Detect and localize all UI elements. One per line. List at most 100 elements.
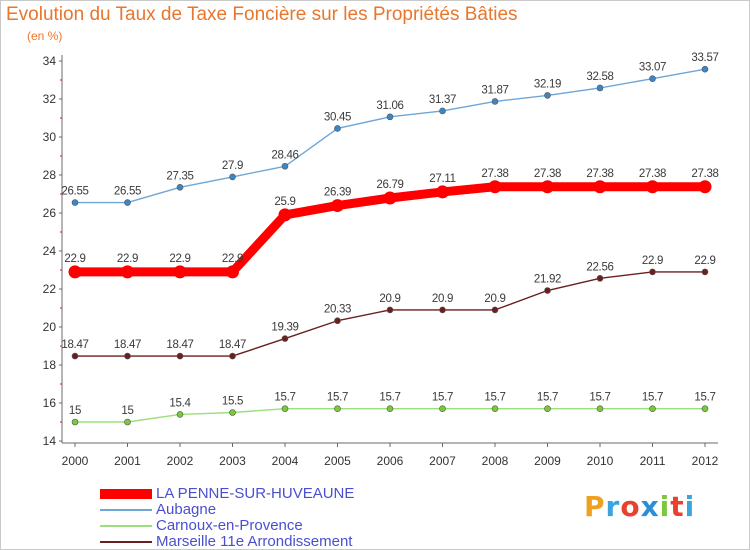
data-point-carnoux-en-provence [71, 418, 79, 426]
data-label-marseille-11e-arrondissement: 18.47 [219, 339, 246, 351]
data-label-aubagne: 27.35 [166, 170, 193, 182]
data-label-marseille-11e-arrondissement: 21.92 [534, 274, 561, 286]
data-label-la-penne-sur-huveaune: 27.38 [481, 168, 508, 180]
x-tick-label: 2007 [429, 454, 456, 468]
data-point-carnoux-en-provence [386, 405, 394, 413]
y-tick-label: 32 [43, 92, 57, 106]
data-label-aubagne: 30.45 [324, 111, 351, 123]
x-tick-label: 2000 [62, 454, 89, 468]
data-point-carnoux-en-provence [334, 405, 341, 413]
data-label-marseille-11e-arrondissement: 20.33 [324, 304, 351, 316]
brand-letter: t [670, 490, 685, 523]
data-label-la-penne-sur-huveaune: 27.38 [534, 168, 561, 180]
x-tick-label: 2006 [377, 454, 404, 468]
legend-swatch-aubagne [100, 509, 152, 511]
data-label-la-penne-sur-huveaune: 25.9 [274, 196, 295, 208]
data-label-marseille-11e-arrondissement: 22.56 [586, 261, 613, 273]
data-point-carnoux-en-provence [544, 405, 551, 413]
data-point-la-penne-sur-huveaune [541, 180, 554, 194]
data-label-la-penne-sur-huveaune: 22.9 [222, 253, 243, 265]
data-point-carnoux-en-provence [491, 405, 499, 413]
data-point-la-penne-sur-huveaune [383, 191, 397, 205]
data-label-aubagne: 26.55 [114, 186, 141, 198]
data-point-carnoux-en-provence [596, 405, 604, 413]
data-point-marseille-11e-arrondissement [281, 335, 289, 342]
data-point-marseille-11e-arrondissement [701, 268, 709, 276]
data-label-carnoux-en-provence: 15 [121, 405, 133, 417]
data-label-marseille-11e-arrondissement: 20.9 [484, 293, 505, 305]
data-point-marseille-11e-arrondissement [544, 287, 551, 294]
data-point-la-penne-sur-huveaune [436, 185, 449, 199]
data-label-aubagne: 26.55 [61, 186, 88, 198]
data-label-aubagne: 31.37 [429, 94, 456, 106]
data-label-aubagne: 32.58 [586, 71, 613, 83]
legend-label-aubagne: Aubagne [156, 501, 217, 518]
data-label-marseille-11e-arrondissement: 22.9 [694, 255, 715, 267]
x-tick-label: 2009 [534, 454, 561, 468]
data-label-la-penne-sur-huveaune: 26.39 [324, 187, 351, 199]
data-point-aubagne [71, 199, 79, 206]
data-point-marseille-11e-arrondissement [439, 306, 446, 314]
y-tick-label: 22 [43, 282, 57, 296]
data-point-la-penne-sur-huveaune [593, 180, 607, 194]
data-label-marseille-11e-arrondissement: 20.9 [379, 293, 400, 305]
data-point-marseille-11e-arrondissement [71, 352, 79, 360]
data-point-aubagne [281, 162, 289, 170]
data-label-marseille-11e-arrondissement: 19.39 [271, 322, 298, 334]
data-point-carnoux-en-provence [229, 409, 236, 416]
data-label-carnoux-en-provence: 15.7 [432, 392, 453, 404]
data-label-aubagne: 28.46 [271, 149, 298, 161]
legend-label-la-penne: LA PENNE-SUR-HUVEAUNE [156, 485, 355, 502]
y-tick-label: 26 [43, 206, 57, 220]
x-tick-label: 2010 [587, 454, 614, 468]
data-label-la-penne-sur-huveaune: 22.9 [117, 253, 138, 265]
brand-letter: P [584, 490, 606, 523]
data-point-aubagne [124, 199, 131, 206]
y-tick-label: 34 [43, 54, 57, 68]
y-tick-label: 30 [43, 130, 57, 144]
data-label-carnoux-en-provence: 15 [69, 405, 81, 417]
data-point-aubagne [596, 84, 604, 92]
x-tick-label: 2002 [167, 454, 194, 468]
chart-title: Evolution du Taux de Taxe Foncière sur l… [6, 4, 518, 25]
y-tick-label: 20 [43, 320, 57, 334]
y-tick-label: 14 [43, 434, 57, 448]
legend-swatch-marseille [100, 541, 152, 543]
chart-unit: (en %) [27, 29, 63, 43]
data-label-la-penne-sur-huveaune: 27.11 [429, 173, 455, 185]
data-point-aubagne [701, 65, 709, 73]
data-label-carnoux-en-provence: 15.7 [379, 392, 400, 404]
data-point-la-penne-sur-huveaune [278, 208, 292, 222]
legend-label-marseille: Marseille 11e Arrondissement [156, 533, 353, 550]
data-label-la-penne-sur-huveaune: 27.38 [639, 168, 666, 180]
data-point-marseille-11e-arrondissement [229, 352, 236, 360]
legend-swatch-la-penne [100, 489, 152, 499]
data-label-aubagne: 31.87 [481, 84, 508, 96]
data-label-la-penne-sur-huveaune: 26.79 [376, 179, 403, 191]
data-label-aubagne: 32.19 [534, 78, 561, 90]
x-tick-label: 2011 [640, 454, 666, 468]
brand-logo: Proxiti [584, 490, 695, 523]
data-point-marseille-11e-arrondissement [649, 268, 656, 276]
data-label-aubagne: 27.9 [222, 160, 243, 172]
x-tick-label: 2003 [219, 454, 246, 468]
data-label-carnoux-en-provence: 15.7 [484, 392, 505, 404]
x-tick-label: 2012 [692, 454, 719, 468]
data-point-la-penne-sur-huveaune [68, 265, 82, 279]
x-tick-label: 2001 [114, 454, 141, 468]
data-point-la-penne-sur-huveaune [226, 265, 239, 279]
data-point-marseille-11e-arrondissement [386, 306, 394, 314]
data-label-marseille-11e-arrondissement: 20.9 [432, 293, 453, 305]
data-label-carnoux-en-provence: 15.7 [537, 392, 558, 404]
data-point-aubagne [176, 184, 184, 191]
data-point-la-penne-sur-huveaune [646, 180, 659, 194]
data-point-la-penne-sur-huveaune [698, 180, 712, 194]
data-point-la-penne-sur-huveaune [173, 265, 187, 279]
data-label-aubagne: 31.06 [376, 100, 403, 112]
data-point-aubagne [491, 98, 499, 105]
data-label-carnoux-en-provence: 15.7 [274, 392, 295, 404]
data-label-carnoux-en-provence: 15.4 [169, 397, 191, 409]
brand-letter: i [684, 490, 696, 523]
data-label-la-penne-sur-huveaune: 27.38 [586, 168, 613, 180]
